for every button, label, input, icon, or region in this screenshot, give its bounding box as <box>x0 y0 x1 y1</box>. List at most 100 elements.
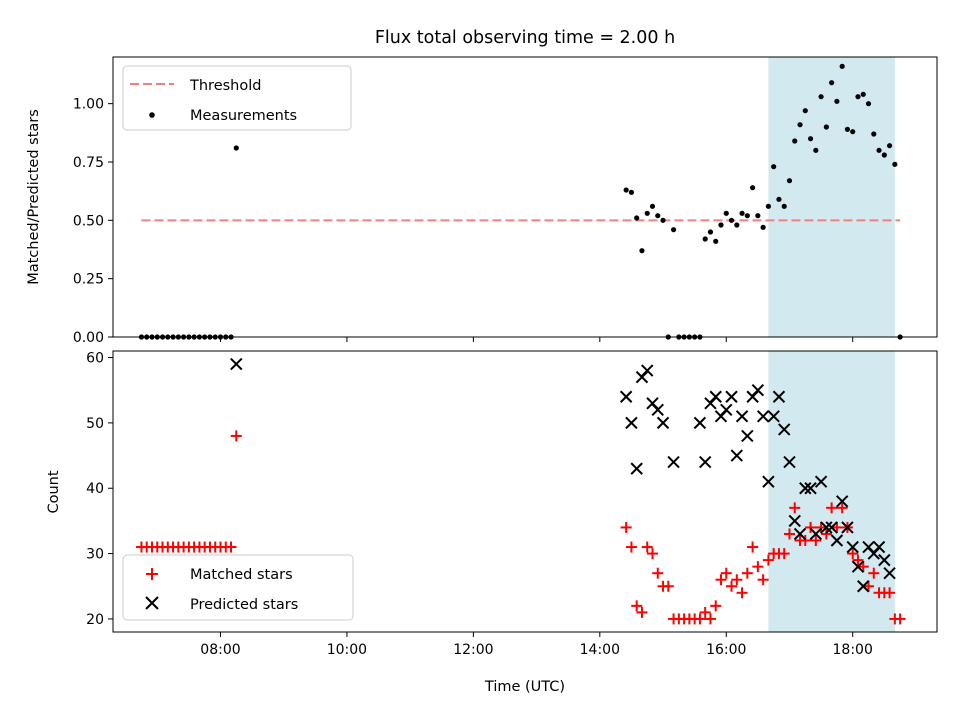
matched-star-point <box>789 502 801 514</box>
bottom-ytick-label: 30 <box>86 547 104 563</box>
predicted-star-point <box>804 482 817 495</box>
predicted-star-point <box>767 410 780 423</box>
chart-title: Flux total observing time = 2.00 h <box>375 28 675 48</box>
measurement-point <box>855 94 861 100</box>
matched-star-point <box>726 580 738 592</box>
measurement-point <box>750 185 756 191</box>
measurement-point <box>771 164 777 170</box>
measurement-point <box>644 210 650 216</box>
top-ytick-label: 1.00 <box>73 97 104 113</box>
bottom-legend-box <box>122 554 354 621</box>
bottom-y-axis-label: Count <box>46 470 62 513</box>
measurement-point <box>776 196 782 202</box>
bottom-shaded-interval <box>768 351 895 632</box>
matched-star-point <box>783 528 795 540</box>
predicted-star-point <box>698 455 712 469</box>
bottom-ytick-label: 20 <box>86 612 104 628</box>
matched-star-point <box>731 574 743 586</box>
predicted-star-point <box>725 390 738 403</box>
predicted-star-point <box>830 534 844 547</box>
measurement-point <box>634 215 640 221</box>
measurement-point <box>639 248 645 254</box>
matched-star-point <box>810 535 822 547</box>
measurement-point <box>886 143 893 149</box>
matched-star-point <box>636 606 648 618</box>
top-ytick-label: 0.25 <box>73 272 104 288</box>
predicted-star-point <box>835 495 849 508</box>
xtick-label: 12:00 <box>453 642 493 658</box>
predicted-star-point <box>730 449 744 462</box>
matched-star-point <box>704 613 716 625</box>
predicted-star-point <box>820 521 833 534</box>
matched-star-point <box>815 521 827 533</box>
matched-star-point <box>694 613 706 625</box>
predicted-star-point <box>709 390 722 403</box>
measurement-point <box>781 203 787 209</box>
bottom-axes-frame <box>112 350 938 633</box>
predicted-star-point <box>735 410 749 423</box>
measurement-point <box>655 213 661 219</box>
predicted-star-point <box>619 390 633 403</box>
predicted-star-point <box>656 416 670 430</box>
predicted-star-point <box>846 540 859 554</box>
measurement-point <box>792 138 798 144</box>
x-axis-label: Time (UTC) <box>484 679 565 695</box>
xtick-label: 10:00 <box>327 642 367 658</box>
matched-star-point <box>720 567 732 579</box>
predicted-star-point <box>825 521 838 534</box>
matched-star-point <box>762 554 774 566</box>
predicted-star-point <box>841 521 854 534</box>
predicted-star-point <box>851 560 865 573</box>
top-y-axis-label: Matched/Predicted stars <box>26 109 42 285</box>
measurement-point <box>739 210 745 216</box>
measurement-point <box>744 213 750 219</box>
matched-star-point <box>847 548 859 560</box>
matched-star-point <box>868 567 880 579</box>
measurement-point <box>660 217 666 223</box>
measurement-point <box>628 189 635 195</box>
measurement-point <box>865 101 872 107</box>
bottom-ytick-label: 40 <box>86 481 104 497</box>
predicted-star-point <box>872 540 886 554</box>
measurement-point <box>713 238 719 244</box>
predicted-star-point <box>751 384 765 397</box>
xtick-label: 16:00 <box>706 642 746 658</box>
measurement-point <box>881 152 887 158</box>
xtick-label: 14:00 <box>580 642 620 658</box>
matched-star-point <box>857 561 869 573</box>
measurement-point <box>734 222 740 228</box>
predicted-star-point <box>230 357 243 371</box>
legend-predicted-swatch <box>145 596 159 610</box>
bottom-ytick-label: 50 <box>86 416 104 432</box>
predicted-star-point <box>778 423 791 436</box>
predicted-stars-points <box>230 357 896 593</box>
matched-star-point <box>799 535 811 547</box>
predicted-star-point <box>857 580 870 593</box>
bottom-ytick-label: 60 <box>86 351 104 367</box>
matched-star-point <box>652 567 664 579</box>
top-shaded-interval <box>768 57 895 337</box>
matched-star-point <box>747 541 759 553</box>
predicted-star-point <box>814 475 828 488</box>
matched-star-point <box>646 548 658 560</box>
top-ytick-label: 0.00 <box>73 330 104 346</box>
matched-star-point <box>820 528 832 540</box>
measurement-point <box>839 63 845 69</box>
legend-matched-swatch <box>146 568 158 580</box>
measurement-point <box>829 80 835 86</box>
measurement-point <box>760 224 766 230</box>
measurement-point <box>786 178 793 184</box>
measurement-point <box>233 145 239 151</box>
legend-measurements-swatch <box>149 112 155 118</box>
top-panel: 0.00 0.25 0.50 0.75 1.00 Flux total observin… <box>26 28 938 346</box>
predicted-star-point <box>772 390 786 403</box>
matched-star-point <box>836 502 848 514</box>
measurement-point <box>765 203 772 209</box>
top-ytick-label: 0.50 <box>73 213 104 229</box>
predicted-star-point <box>756 410 770 423</box>
measurement-point <box>813 147 819 153</box>
measurement-point <box>844 126 851 132</box>
top-ytick-label: 0.75 <box>73 155 104 171</box>
predicted-star-point <box>799 482 812 495</box>
